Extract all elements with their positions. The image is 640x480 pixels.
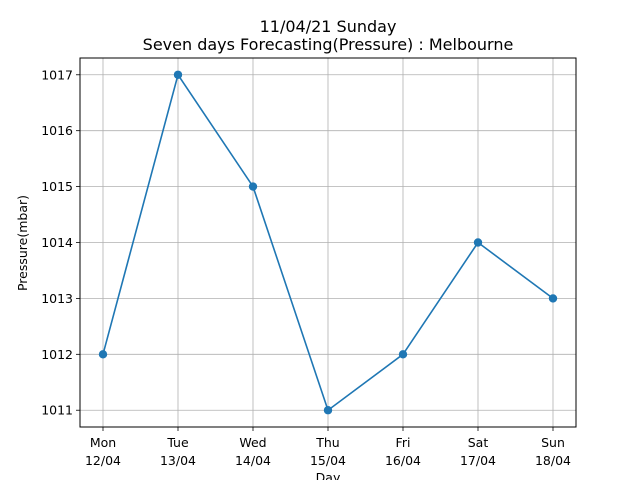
x-tick-label-day: Fri: [396, 435, 411, 450]
x-tick-label-date: 12/04: [85, 453, 121, 468]
chart-title-line2: Seven days Forecasting(Pressure) : Melbo…: [143, 35, 514, 54]
x-tick-label-day: Thu: [315, 435, 339, 450]
x-axis-ticks: Mon 12/04 Tue 13/04 Wed 14/04 Thu 15/04 Fri 16/04…: [85, 427, 571, 468]
data-point: [98, 350, 108, 359]
y-tick-label: 1015: [41, 179, 73, 194]
x-tick-label-day: Sun: [541, 435, 565, 450]
x-tick-label-date: 17/04: [460, 453, 496, 468]
y-tick-label: 1017: [41, 67, 73, 82]
plot-frame: [79, 57, 577, 428]
data-point: [323, 406, 333, 415]
grid-lines: [80, 58, 576, 427]
x-tick-label-date: 15/04: [310, 453, 346, 468]
data-point: [398, 350, 408, 359]
x-tick-label-day: Sat: [468, 435, 489, 450]
data-point: [548, 294, 558, 303]
x-tick-label-day: Tue: [166, 435, 189, 450]
y-axis-label: Pressure(mbar): [15, 195, 30, 291]
data-point: [248, 182, 258, 191]
y-tick-label: 1011: [41, 403, 73, 418]
data-points: [98, 70, 558, 415]
x-tick-label-date: 18/04: [535, 453, 571, 468]
data-point: [473, 238, 483, 247]
chart-title-line1: 11/04/21 Sunday: [260, 17, 397, 36]
data-point: [173, 70, 183, 79]
x-tick-label-day: Mon: [90, 435, 116, 450]
y-axis-ticks: 1011 1012 1013 1014 1015 1016 1017: [41, 67, 80, 418]
y-tick-label: 1014: [41, 235, 73, 250]
x-tick-label-date: 16/04: [385, 453, 421, 468]
x-tick-label-day: Wed: [239, 435, 266, 450]
x-axis-label: Day: [316, 470, 341, 480]
x-tick-label-date: 14/04: [235, 453, 271, 468]
y-tick-label: 1016: [41, 123, 73, 138]
y-tick-label: 1012: [41, 347, 73, 362]
x-tick-label-date: 13/04: [160, 453, 196, 468]
y-tick-label: 1013: [41, 291, 73, 306]
